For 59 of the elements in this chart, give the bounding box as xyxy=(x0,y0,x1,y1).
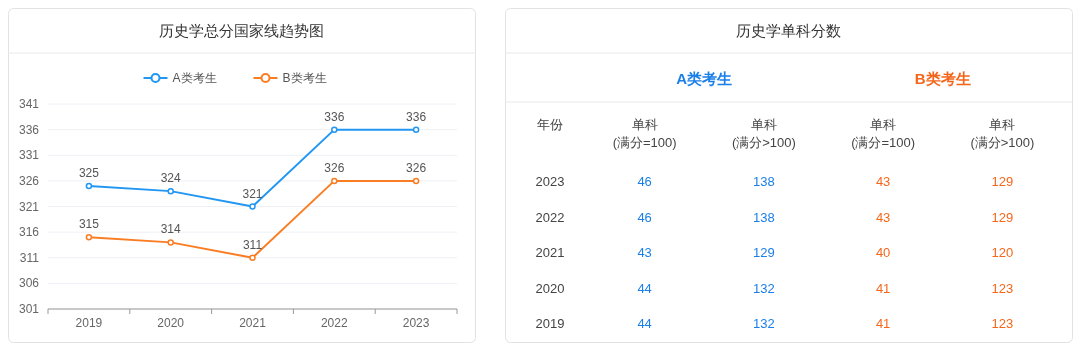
x-tick-label: 单科 (满分=100) xyxy=(851,117,916,150)
x-tick-label: 单科 (满分=100) xyxy=(612,117,677,150)
data-label: 336 xyxy=(406,109,427,124)
data-label: 336 xyxy=(324,109,345,124)
data-label: 326 xyxy=(324,160,345,175)
x-tick-label: 2022 xyxy=(320,316,348,330)
data-label: 46 xyxy=(637,209,652,225)
chart-title: 历史学单科分数 xyxy=(736,22,841,39)
y-tick-label: 326 xyxy=(18,173,40,188)
text: B类考生 xyxy=(914,70,971,87)
legend-label: B类考生 xyxy=(282,71,327,85)
x-tick-label: 单科 (满分>100) xyxy=(731,117,796,150)
data-label: 326 xyxy=(406,160,427,175)
y-tick-label: 2021 xyxy=(535,245,565,260)
data-label: 44 xyxy=(637,316,652,331)
y-tick-label: 331 xyxy=(18,148,40,163)
data-label: 40 xyxy=(875,245,891,260)
y-tick-label: 311 xyxy=(19,250,40,265)
x-tick-label: 2021 xyxy=(239,316,267,330)
y-tick-label: 2020 xyxy=(535,280,565,296)
y-axis-title: 年份 xyxy=(537,117,563,132)
data-label: 325 xyxy=(78,166,100,180)
data-label: 129 xyxy=(753,245,775,260)
data-label: 41 xyxy=(875,316,891,331)
data-label: 41 xyxy=(875,280,891,296)
data-label: 138 xyxy=(753,174,775,189)
data-label: 43 xyxy=(875,174,891,189)
data-label: 132 xyxy=(753,316,775,331)
data-label: 120 xyxy=(991,245,1014,260)
data-label: 311 xyxy=(242,237,263,252)
y-tick-label: 306 xyxy=(18,276,40,291)
y-tick-label: 2023 xyxy=(535,174,565,189)
text: A类考生 xyxy=(676,70,733,87)
data-label: 315 xyxy=(78,217,100,232)
data-label: 43 xyxy=(637,245,652,260)
data-label: 123 xyxy=(991,316,1014,331)
data-label: 138 xyxy=(753,209,775,225)
data-label: 132 xyxy=(753,280,775,296)
data-label: 44 xyxy=(637,280,652,296)
x-tick-label: 2020 xyxy=(157,316,185,330)
data-label: 321 xyxy=(242,186,263,201)
data-label: 129 xyxy=(991,174,1014,189)
y-tick-label: 316 xyxy=(18,225,40,240)
chart-title: 历史学总分国家线趋势图 xyxy=(159,22,324,39)
y-tick-label: 341 xyxy=(18,97,40,111)
data-label: 314 xyxy=(160,222,182,237)
data-label: 46 xyxy=(637,174,652,189)
data-label: 324 xyxy=(160,171,182,186)
data-label: 43 xyxy=(875,209,891,225)
data-label: 123 xyxy=(991,280,1014,296)
y-tick-label: 2022 xyxy=(535,209,565,225)
x-tick-label: 2023 xyxy=(402,316,430,330)
x-tick-label: 2019 xyxy=(75,316,103,330)
y-tick-label: 321 xyxy=(18,199,40,214)
data-label: 129 xyxy=(991,209,1014,225)
x-tick-label: 单科 (满分>100) xyxy=(970,117,1035,150)
legend-label: A类考生 xyxy=(172,71,217,85)
y-tick-label: 301 xyxy=(18,302,40,316)
y-tick-label: 336 xyxy=(18,122,40,137)
